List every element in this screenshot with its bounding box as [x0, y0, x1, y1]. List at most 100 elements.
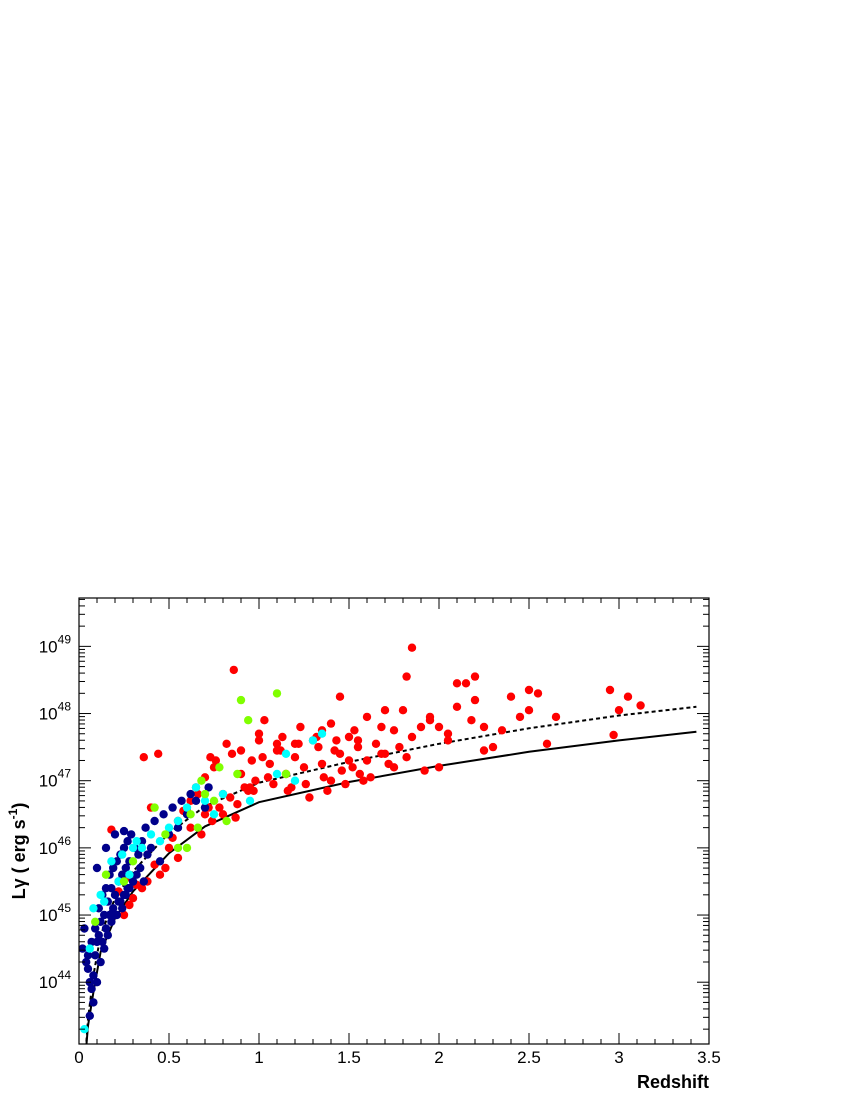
data-point [287, 783, 296, 792]
data-point [209, 810, 219, 819]
data-point [186, 823, 195, 832]
tick-layer [78, 598, 710, 1044]
data-point [317, 759, 327, 769]
data-point [524, 706, 534, 715]
data-point [272, 769, 282, 779]
data-point [134, 850, 143, 859]
data-point [119, 826, 129, 836]
data-point [281, 769, 291, 779]
data-point [384, 759, 393, 769]
data-point [137, 843, 147, 853]
data-point [119, 877, 129, 886]
data-point [251, 776, 260, 785]
x-axis-title: Redshift [637, 1072, 709, 1092]
data-point [353, 742, 363, 752]
y-tick-label: 1045 [39, 901, 72, 925]
data-point [92, 978, 102, 987]
data-point [173, 816, 183, 826]
data-point [377, 722, 386, 732]
x-tick-label: 2 [434, 1048, 443, 1067]
data-point [85, 1011, 95, 1020]
data-point [186, 810, 195, 819]
data-point [200, 803, 210, 812]
data-point [348, 763, 357, 772]
data-point [623, 692, 633, 701]
data-point [551, 712, 561, 722]
data-point [425, 712, 435, 722]
data-point [204, 783, 213, 792]
data-point [200, 796, 210, 805]
x-tick-label: 3 [614, 1048, 623, 1067]
data-point [121, 863, 130, 873]
data-point [247, 756, 256, 765]
data-point [362, 712, 372, 722]
data-point [98, 937, 107, 947]
data-point [614, 706, 624, 715]
data-point [326, 776, 336, 785]
data-point [222, 816, 231, 826]
data-point [326, 719, 336, 728]
data-point [218, 810, 228, 819]
data-point [118, 870, 127, 879]
data-point [470, 695, 480, 705]
data-point [123, 837, 132, 846]
data-point [101, 924, 111, 933]
y-tick-label: 1048 [39, 700, 72, 724]
data-point [353, 736, 363, 745]
data-point [314, 742, 323, 752]
point-layer [79, 643, 645, 1034]
data-point [193, 823, 202, 832]
data-point [479, 746, 489, 755]
data-point [479, 722, 489, 732]
data-point [542, 739, 552, 748]
data-point [341, 779, 350, 789]
data-point [164, 843, 174, 853]
data-point [344, 732, 354, 742]
data-point [215, 803, 224, 812]
y-tick-base: 10 [39, 839, 58, 858]
data-point [125, 870, 134, 879]
data-point [209, 796, 219, 805]
data-point [101, 884, 111, 893]
data-point [89, 998, 98, 1007]
data-point [89, 904, 98, 913]
data-point [161, 863, 170, 873]
data-point [269, 779, 278, 789]
data-point [337, 766, 346, 775]
data-point [91, 917, 100, 926]
dashed-curve [85, 705, 697, 1044]
data-point [272, 739, 282, 748]
data-point [317, 729, 327, 738]
data-point [245, 796, 255, 805]
data-point [197, 830, 206, 839]
data-point [91, 924, 100, 933]
data-point [301, 779, 310, 789]
data-point [332, 736, 341, 745]
data-point [110, 830, 120, 839]
x-tick-label: 0 [74, 1048, 83, 1067]
data-point [407, 732, 417, 742]
data-point [497, 726, 507, 735]
data-point [605, 685, 615, 695]
data-point [330, 746, 339, 755]
y-tick-base: 10 [39, 772, 58, 791]
data-point [191, 783, 201, 792]
data-point [258, 753, 267, 762]
data-point [206, 753, 215, 762]
data-point [103, 931, 113, 940]
data-point [150, 803, 159, 812]
data-point [265, 759, 274, 769]
data-point [233, 769, 242, 779]
data-point [452, 702, 462, 711]
data-point [272, 746, 282, 755]
x-tick-label: 1.5 [337, 1048, 361, 1067]
data-point [92, 863, 102, 873]
data-point [128, 877, 138, 886]
data-point [150, 816, 159, 826]
data-point [231, 813, 240, 822]
data-point [244, 716, 253, 725]
data-point [272, 689, 282, 698]
data-point [173, 843, 183, 853]
data-point [308, 736, 318, 745]
data-point [132, 837, 141, 846]
